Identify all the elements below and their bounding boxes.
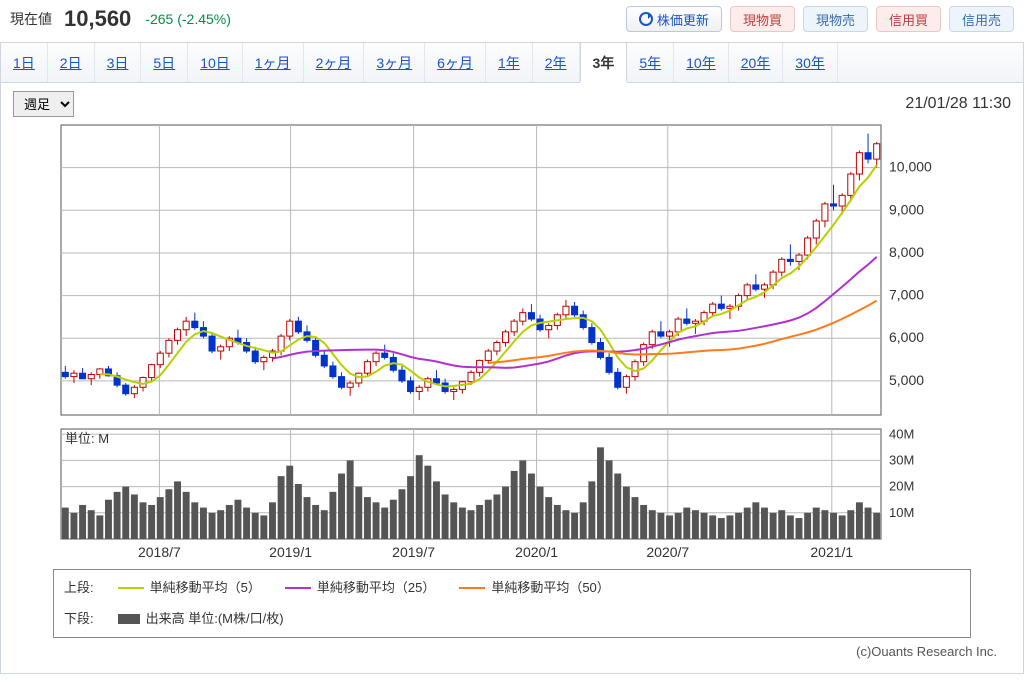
current-price-value: 10,560 <box>64 6 131 32</box>
buy-cash-button[interactable]: 現物買 <box>730 6 795 32</box>
legend-lower-label: 下段: <box>64 607 94 632</box>
svg-text:30M: 30M <box>889 452 914 467</box>
sell-margin-button[interactable]: 信用売 <box>949 6 1014 32</box>
svg-text:2020/7: 2020/7 <box>646 544 689 560</box>
svg-text:2019/1: 2019/1 <box>269 544 312 560</box>
sell-cash-button[interactable]: 現物売 <box>803 6 868 32</box>
price-header: 現在値 10,560 -265 (-2.45%) 株価更新 現物買 現物売 信用… <box>0 0 1024 42</box>
chart-credit: (c)Ouants Research Inc. <box>13 640 1011 669</box>
svg-text:10,000: 10,000 <box>889 159 932 175</box>
current-price-label: 現在値 <box>10 9 52 29</box>
legend-volume: 出来高 単位:(M株/口/枚) <box>118 607 284 632</box>
tab-5日[interactable]: 5日 <box>141 43 188 82</box>
tab-10日[interactable]: 10日 <box>188 43 243 82</box>
tab-20年[interactable]: 20年 <box>729 43 784 82</box>
tab-1ヶ月[interactable]: 1ヶ月 <box>243 43 304 82</box>
interval-select[interactable]: 週足 <box>13 91 74 117</box>
tab-2年[interactable]: 2年 <box>533 43 580 82</box>
svg-text:9,000: 9,000 <box>889 201 924 217</box>
svg-text:2019/7: 2019/7 <box>392 544 435 560</box>
price-change: -265 (-2.45%) <box>145 11 231 27</box>
tab-30年[interactable]: 30年 <box>783 43 838 82</box>
legend-ma5: 単純移動平均（5） <box>118 576 261 601</box>
svg-text:6,000: 6,000 <box>889 329 924 345</box>
svg-text:2021/1: 2021/1 <box>810 544 853 560</box>
stock-chart: 5,000 6,000 7,000 8,000 9,000 10,000 単位: M 10M 2… <box>13 119 951 565</box>
price-change-pct: (-2.45%) <box>177 11 231 27</box>
svg-text:40M: 40M <box>889 426 914 441</box>
refresh-button[interactable]: 株価更新 <box>626 6 722 32</box>
svg-text:2020/1: 2020/1 <box>515 544 558 560</box>
price-change-abs: -265 <box>145 11 173 27</box>
chart-timestamp: 21/01/28 11:30 <box>905 95 1011 113</box>
svg-text:単位: M: 単位: M <box>65 431 109 446</box>
tab-5年[interactable]: 5年 <box>627 43 674 82</box>
tab-3日[interactable]: 3日 <box>95 43 142 82</box>
legend-ma25: 単純移動平均（25） <box>285 576 435 601</box>
tab-10年[interactable]: 10年 <box>674 43 729 82</box>
refresh-label: 株価更新 <box>657 10 709 29</box>
svg-text:8,000: 8,000 <box>889 244 924 260</box>
legend-box: 上段: 単純移動平均（5） 単純移動平均（25） 単純移動平均（50） 下段: … <box>53 569 971 638</box>
svg-text:7,000: 7,000 <box>889 287 924 303</box>
tab-6ヶ月[interactable]: 6ヶ月 <box>425 43 486 82</box>
tab-1年[interactable]: 1年 <box>486 43 533 82</box>
tab-3年[interactable]: 3年 <box>580 43 628 83</box>
svg-text:5,000: 5,000 <box>889 372 924 388</box>
legend-ma50: 単純移動平均（50） <box>459 576 609 601</box>
tab-2ヶ月[interactable]: 2ヶ月 <box>304 43 365 82</box>
refresh-icon <box>639 12 653 26</box>
tab-3ヶ月[interactable]: 3ヶ月 <box>364 43 425 82</box>
svg-text:10M: 10M <box>889 505 914 520</box>
timeframe-tabs: 1日2日3日5日10日1ヶ月2ヶ月3ヶ月6ヶ月1年2年3年5年10年20年30年 <box>1 42 1023 83</box>
legend-upper-label: 上段: <box>64 576 94 601</box>
svg-text:20M: 20M <box>889 479 914 494</box>
tab-2日[interactable]: 2日 <box>48 43 95 82</box>
svg-text:2018/7: 2018/7 <box>138 544 181 560</box>
buy-margin-button[interactable]: 信用買 <box>876 6 941 32</box>
tab-1日[interactable]: 1日 <box>1 43 48 82</box>
